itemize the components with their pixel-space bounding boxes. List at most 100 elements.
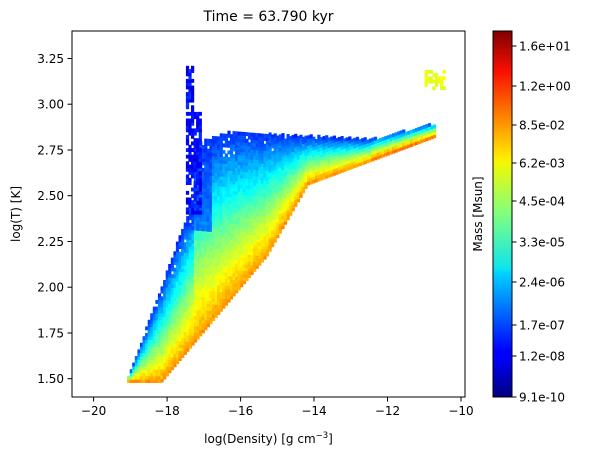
heatmap-cell — [224, 249, 228, 253]
colorbar-tick: 9.1e-10 — [512, 391, 565, 405]
heatmap-cell — [253, 146, 257, 150]
heatmap-cell — [219, 288, 223, 293]
heatmap-cell — [294, 137, 298, 141]
heatmap-cell — [152, 336, 156, 341]
heatmap-cell — [196, 329, 200, 333]
heatmap-cell — [181, 324, 185, 329]
heatmap-cell — [191, 282, 195, 287]
heatmap-cell — [307, 165, 311, 169]
x-tick-label: −14 — [301, 404, 326, 418]
heatmap-cell — [296, 152, 300, 157]
heatmap-cell — [237, 200, 241, 205]
heatmap-cell — [255, 172, 259, 177]
heatmap-cell — [224, 176, 228, 181]
heatmap-cell — [173, 251, 177, 256]
heatmap-cell — [276, 204, 280, 209]
heatmap-cell — [150, 319, 154, 324]
heatmap-cell — [217, 152, 221, 157]
heatmap-cell — [199, 207, 203, 212]
heatmap-cell — [240, 230, 244, 235]
heatmap-cell — [188, 295, 192, 300]
heatmap-cell — [219, 294, 223, 299]
heatmap-cell — [134, 375, 138, 380]
heatmap-cell — [188, 259, 192, 264]
heatmap-cell — [204, 181, 208, 186]
heatmap-cell — [368, 155, 372, 159]
heatmap-cell — [204, 260, 208, 265]
heatmap-cell — [201, 309, 205, 314]
heatmap-cell — [178, 297, 182, 302]
heatmap-cell — [286, 216, 290, 221]
heatmap-cell — [214, 146, 218, 150]
heatmap-cell — [245, 184, 249, 189]
heatmap-cell — [307, 145, 311, 150]
heatmap-cell — [134, 372, 138, 377]
heatmap-cell — [229, 183, 234, 188]
heatmap-cell — [350, 138, 354, 143]
heatmap-cell — [175, 251, 180, 256]
heatmap-cell — [204, 253, 208, 258]
heatmap-cell — [309, 144, 313, 149]
heatmap-cell — [206, 201, 210, 206]
heatmap-cell — [142, 336, 146, 341]
heatmap-cell — [247, 142, 252, 147]
heatmap-cell — [163, 306, 167, 311]
heatmap-cell — [235, 161, 239, 165]
heatmap-cell — [258, 189, 262, 194]
heatmap-cell — [196, 158, 200, 162]
heatmap-cell — [191, 118, 195, 123]
heatmap-cell — [204, 247, 208, 252]
heatmap-cell — [260, 169, 264, 174]
heatmap-cell — [278, 160, 282, 165]
heatmap-cell — [384, 146, 388, 150]
heatmap-cell — [217, 182, 221, 187]
heatmap-cell — [142, 356, 146, 360]
heatmap-cell — [209, 228, 213, 232]
heatmap-cell — [258, 156, 262, 161]
heatmap-cell — [170, 280, 174, 285]
heatmap-cell — [206, 303, 210, 308]
heatmap-cell — [219, 169, 223, 174]
heatmap-cell — [222, 271, 226, 276]
heatmap-cell — [198, 111, 202, 116]
heatmap-cell — [242, 280, 246, 285]
heatmap-cell — [224, 245, 228, 250]
heatmap-cell — [242, 138, 246, 143]
heatmap-cell — [145, 369, 149, 374]
heatmap-cell — [247, 201, 252, 206]
heatmap-cell — [253, 231, 257, 236]
heatmap-cell — [183, 337, 187, 342]
heatmap-cell — [175, 300, 180, 305]
heatmap-cell — [281, 179, 285, 184]
heatmap-cell — [242, 165, 246, 169]
heatmap-cell — [227, 213, 231, 217]
heatmap-cell — [314, 148, 318, 153]
heatmap-cell — [173, 274, 177, 279]
heatmap-cell — [183, 314, 187, 319]
heatmap-cell — [193, 259, 198, 264]
heatmap-cell — [283, 141, 288, 146]
heatmap-cell — [253, 149, 257, 154]
heatmap-cell — [240, 164, 244, 169]
heatmap-cell — [191, 128, 195, 133]
heatmap-cell — [181, 251, 185, 256]
heatmap-cell — [168, 287, 172, 291]
heatmap-cell — [240, 270, 244, 274]
heatmap-cell — [217, 284, 221, 289]
heatmap-cell — [211, 271, 216, 275]
heatmap-cell — [314, 145, 318, 150]
heatmap-cell — [170, 330, 174, 334]
heatmap-cell — [198, 154, 202, 159]
heatmap-cell — [183, 268, 187, 273]
heatmap-cell — [281, 192, 285, 197]
heatmap-cell — [196, 148, 200, 152]
heatmap-cell — [296, 172, 300, 176]
heatmap-cell — [337, 137, 342, 141]
x-tick-label: −20 — [81, 404, 106, 418]
heatmap-cell — [170, 277, 174, 282]
heatmap-cell — [368, 141, 372, 146]
heatmap-cell — [229, 200, 234, 204]
heatmap-cell — [253, 198, 257, 203]
heatmap-cell — [376, 145, 380, 150]
heatmap-cell — [188, 334, 192, 339]
